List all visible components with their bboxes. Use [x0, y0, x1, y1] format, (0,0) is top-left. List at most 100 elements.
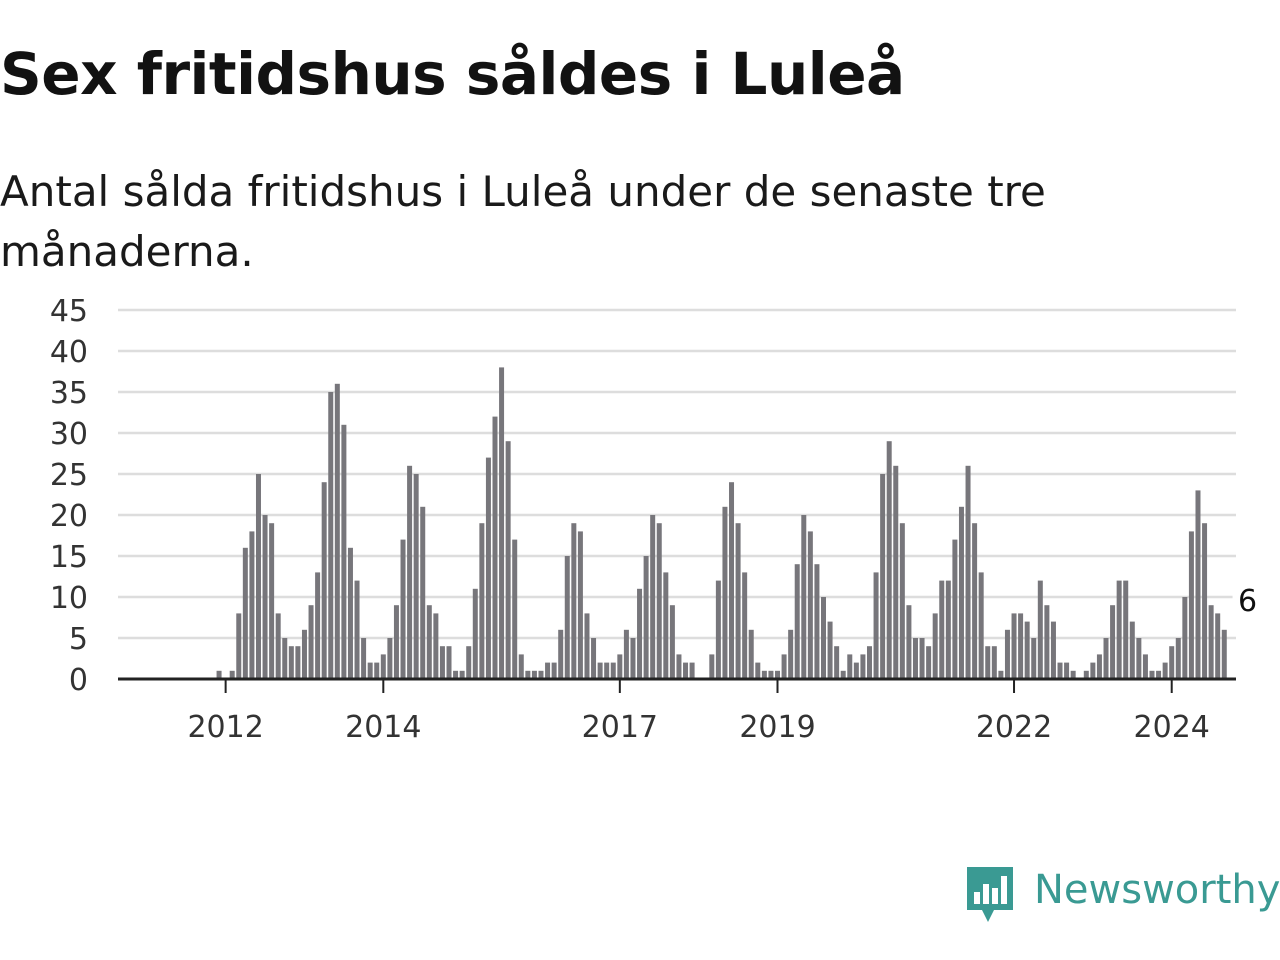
bar [978, 572, 984, 679]
bar [847, 654, 853, 679]
annotation-bg [1232, 581, 1263, 616]
bar [564, 556, 570, 679]
bar [860, 654, 866, 679]
y-tick-label: 20 [50, 499, 88, 534]
bar [906, 605, 912, 679]
bar [577, 531, 583, 679]
bar [1044, 605, 1050, 679]
bar [715, 580, 721, 679]
bar [216, 670, 222, 679]
bar [650, 515, 656, 679]
bar [407, 465, 413, 679]
bar [1221, 629, 1227, 679]
bar [426, 605, 432, 679]
bar [315, 572, 321, 679]
bar [229, 670, 235, 679]
bar [1064, 662, 1070, 679]
y-tick-label: 10 [50, 581, 88, 616]
bar [801, 515, 807, 679]
bar [597, 662, 603, 679]
bar [571, 523, 577, 679]
bar [295, 646, 301, 679]
brand-name: Newsworthy [1034, 867, 1280, 913]
bar [853, 662, 859, 679]
bar [380, 654, 386, 679]
bar [788, 629, 794, 679]
x-axis-ticks: 2012 2014 2017 2019 2022 2024 [187, 679, 1210, 745]
bar [1050, 621, 1056, 679]
bar [512, 539, 518, 679]
bar [374, 662, 380, 679]
x-tick-label: 2019 [739, 710, 815, 745]
bar [538, 670, 544, 679]
y-tick-label: 0 [69, 663, 88, 698]
grid-lines [118, 308, 1236, 640]
bar [893, 465, 899, 679]
bar [1096, 654, 1102, 679]
y-axis-ticks: 0 5 10 15 20 25 30 35 40 45 [50, 294, 88, 698]
bar [643, 556, 649, 679]
x-tick-label: 2022 [976, 710, 1052, 745]
bar [1182, 597, 1188, 679]
bar [1123, 580, 1129, 679]
bar [551, 662, 557, 679]
bar [965, 465, 971, 679]
bar [952, 539, 958, 679]
bar [1037, 580, 1043, 679]
bar [637, 588, 643, 679]
bar [985, 646, 991, 679]
bar [676, 654, 682, 679]
bar [840, 670, 846, 679]
bar [1162, 662, 1168, 679]
bar [1169, 646, 1175, 679]
bar [814, 564, 820, 679]
bar [479, 523, 485, 679]
bar [1116, 580, 1122, 679]
bar [866, 646, 872, 679]
bar [354, 580, 360, 679]
bar [768, 670, 774, 679]
bar [1110, 605, 1116, 679]
bar [1031, 638, 1037, 679]
bar [886, 441, 892, 679]
bars [216, 367, 1227, 679]
bar [288, 646, 294, 679]
bar [755, 662, 761, 679]
bar [604, 662, 610, 679]
bar [1004, 629, 1010, 679]
y-tick-label: 25 [50, 458, 88, 493]
bar [972, 523, 978, 679]
bar [775, 670, 781, 679]
bar [499, 367, 505, 679]
bar [545, 662, 551, 679]
bar [722, 506, 728, 679]
bar [807, 531, 813, 679]
bar [781, 654, 787, 679]
bar [880, 474, 886, 679]
bar [926, 646, 932, 679]
bar [656, 523, 662, 679]
bar [1090, 662, 1096, 679]
bar [472, 588, 478, 679]
bar [748, 629, 754, 679]
bar [761, 670, 767, 679]
bar [1188, 531, 1194, 679]
bar [255, 474, 261, 679]
annotation-label: 6 [1238, 584, 1257, 619]
bar [361, 638, 367, 679]
bar [1149, 670, 1155, 679]
annotations: 6 [1232, 581, 1263, 619]
bar [991, 646, 997, 679]
bar [1129, 621, 1135, 679]
bar [623, 629, 629, 679]
bar [420, 506, 426, 679]
bar [393, 605, 399, 679]
bar [932, 613, 938, 679]
y-tick-label: 15 [50, 540, 88, 575]
bar [617, 654, 623, 679]
bar [236, 613, 242, 679]
bar [466, 646, 472, 679]
bar [912, 638, 918, 679]
bar [269, 523, 275, 679]
bar [794, 564, 800, 679]
